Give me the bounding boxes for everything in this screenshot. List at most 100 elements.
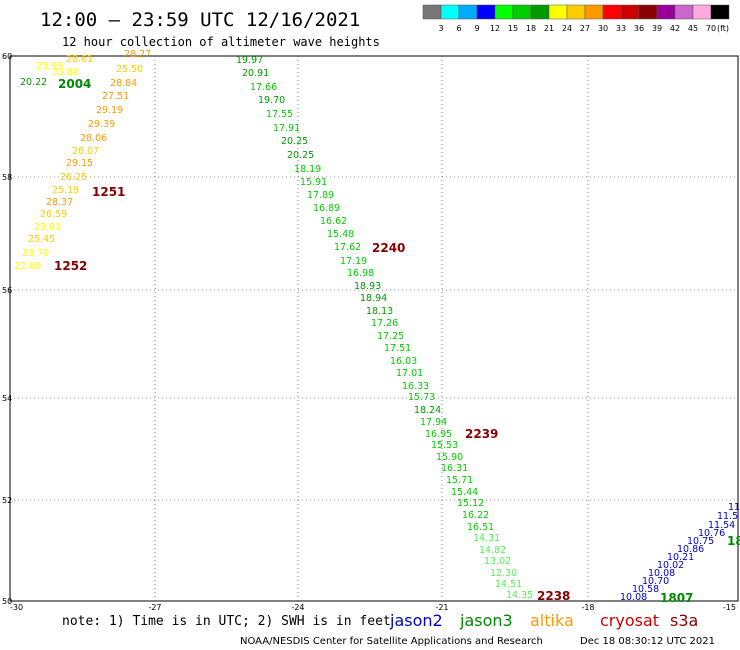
wave-height-label: 17.51 xyxy=(384,343,411,354)
plot-grid xyxy=(10,56,738,601)
wave-height-label: 17.26 xyxy=(371,318,398,329)
wave-height-label: 18.13 xyxy=(366,306,393,317)
colorbar-label: 21 xyxy=(544,24,554,33)
wave-height-label: 16.33 xyxy=(402,381,429,392)
satellite-name: cryosat xyxy=(600,611,659,630)
axis-ticks: -30 -27 -24 -21 -18 -15 50 52 54 56 58 60 xyxy=(2,52,736,612)
y-tick-label: 54 xyxy=(2,394,12,403)
colorbar-label: 27 xyxy=(580,24,590,33)
pass-time-label: 2239 xyxy=(465,427,498,441)
wave-height-label: 16.51 xyxy=(467,522,494,533)
wave-height-label: 23.81 xyxy=(34,222,61,233)
wave-height-label: 10.08 xyxy=(648,568,675,579)
x-tick-label: -21 xyxy=(435,603,448,612)
wave-height-label: 17.01 xyxy=(396,368,423,379)
wave-height-label: 29.19 xyxy=(96,105,123,116)
wave-height-label: 26.07 xyxy=(72,146,99,157)
wave-height-label: 25.19 xyxy=(52,185,79,196)
wave-height-label: 17.91 xyxy=(273,123,300,134)
wave-height-label: 15.71 xyxy=(446,475,473,486)
wave-height-label: 13.02 xyxy=(484,556,511,567)
colorbar-swatch xyxy=(530,4,550,20)
y-tick-label: 58 xyxy=(2,173,12,182)
colorbar-swatch xyxy=(458,4,478,20)
wave-height-label: 15.48 xyxy=(327,229,354,240)
colorbar-swatch xyxy=(584,4,604,20)
colorbar-swatch xyxy=(674,4,694,20)
wave-height-label: 17.19 xyxy=(340,256,367,267)
pass-time-label: 2240 xyxy=(372,241,405,255)
wave-height-label: 10.75 xyxy=(687,536,714,547)
wave-height-label: 18.19 xyxy=(294,164,321,175)
wave-height-label: 14.51 xyxy=(495,579,522,590)
wave-height-label: 28.27 xyxy=(124,49,151,60)
colorbar-label: 6 xyxy=(456,24,461,33)
wave-height-label: 20.25 xyxy=(287,150,314,161)
colorbar-swatch xyxy=(656,4,676,20)
wave-height-label: 16.31 xyxy=(441,463,468,474)
wave-height-label: 11.5 xyxy=(717,511,738,522)
colorbar-legend: 3 6 9 12 15 18 21 24 27 30 33 36 39 42 45 70 xyxy=(422,4,730,33)
wave-height-label: 19.70 xyxy=(258,95,285,106)
colorbar-swatch xyxy=(512,4,532,20)
colorbar-swatch xyxy=(692,4,712,20)
wave-height-label: 29.15 xyxy=(66,158,93,169)
colorbar-label: 18 xyxy=(526,24,536,33)
colorbar-label: 36 xyxy=(634,24,644,33)
colorbar-label: 24 xyxy=(562,24,572,33)
colorbar-label: 30 xyxy=(598,24,608,33)
wave-height-label: 17.89 xyxy=(307,190,334,201)
map-title: 12:00 – 23:59 UTC 12/16/2021 xyxy=(40,9,360,31)
colorbar-swatch xyxy=(476,4,496,20)
wave-height-label: 22.80 xyxy=(14,261,41,272)
wave-height-label: 18.93 xyxy=(354,281,381,292)
map-subtitle: 12 hour collection of altimeter wave hei… xyxy=(62,35,380,49)
wave-height-label: 15.53 xyxy=(431,440,458,451)
wave-height-label: 11 xyxy=(728,502,740,513)
wave-height-label: 14.31 xyxy=(473,533,500,544)
wave-height-label: 16.89 xyxy=(313,203,340,214)
wave-height-label: 23.80 xyxy=(52,67,79,78)
colorbar-swatch xyxy=(566,4,586,20)
wave-height-label: 16.62 xyxy=(320,216,347,227)
pass-time-label: 1807 xyxy=(660,591,693,605)
pass-time-label: 2238 xyxy=(537,589,570,603)
wave-height-label: 11.54 xyxy=(708,520,735,531)
wave-height-label: 15.12 xyxy=(457,498,484,509)
wave-height-label: 20.25 xyxy=(281,136,308,147)
y-tick-label: 50 xyxy=(2,597,12,606)
pass-time-label: 18 xyxy=(727,534,740,548)
y-tick-label: 56 xyxy=(2,286,12,295)
x-tick-label: -27 xyxy=(148,603,161,612)
wave-height-label: 10.21 xyxy=(667,552,694,563)
wave-height-label: 14.35 xyxy=(506,590,533,601)
wave-height-label: 26.59 xyxy=(40,209,67,220)
wave-height-label: 28.37 xyxy=(46,197,73,208)
wave-height-label: 20.91 xyxy=(242,68,269,79)
colorbar-label: 39 xyxy=(652,24,662,33)
wave-height-label: 23.99 xyxy=(36,61,63,72)
wave-height-label: 10.08 xyxy=(620,592,647,603)
pass-time-label: 1251 xyxy=(92,185,125,199)
wave-height-label: 17.25 xyxy=(377,331,404,342)
wave-height-label: 17.66 xyxy=(250,82,277,93)
colorbar-swatch xyxy=(710,4,730,20)
wave-height-label: 20.22 xyxy=(20,77,47,88)
wave-height-label: 23.70 xyxy=(22,248,49,259)
x-tick-label: -30 xyxy=(10,603,23,612)
colorbar-label: 3 xyxy=(438,24,443,33)
plot-frame xyxy=(9,55,739,602)
colorbar-label: 70 xyxy=(706,24,716,33)
colorbar-swatch xyxy=(548,4,568,20)
wave-height-label: 10.86 xyxy=(677,544,704,555)
wave-height-label: 16.95 xyxy=(425,429,452,440)
colorbar-swatch xyxy=(638,4,658,20)
wave-height-label: 27.51 xyxy=(102,91,129,102)
colorbar-unit: (ft) xyxy=(717,24,729,33)
timestamp-text: Dec 18 08:30:12 UTC 2021 xyxy=(580,636,715,647)
wave-height-label: 19.97 xyxy=(236,55,263,66)
colorbar-label: 9 xyxy=(474,24,479,33)
